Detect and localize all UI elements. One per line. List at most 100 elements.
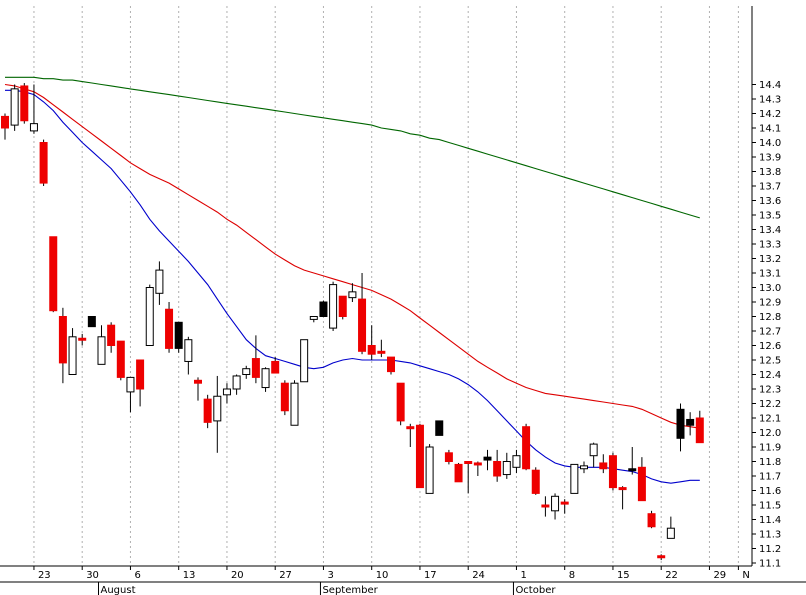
candle-body [686, 418, 695, 426]
candlestick [300, 339, 309, 383]
candle-body [367, 345, 376, 355]
candlestick [107, 322, 116, 353]
candle-body [570, 463, 579, 494]
y-tick-label: 12.4 [759, 370, 781, 381]
candlestick [184, 336, 193, 375]
candlestick [551, 493, 560, 520]
candlestick [126, 376, 135, 413]
candle-body [541, 504, 550, 508]
y-tick-label: 13.0 [759, 283, 781, 294]
y-tick-label: 11.6 [759, 486, 781, 497]
candle-body [68, 336, 77, 375]
candlestick [647, 510, 656, 529]
candlestick [319, 300, 328, 317]
x-tick-label: N [742, 570, 749, 581]
candle-body [39, 142, 48, 184]
candle-body [512, 455, 521, 468]
y-tick-label: 12.8 [759, 312, 781, 323]
candle-body [589, 443, 598, 457]
candlestick [406, 423, 415, 447]
y-tick-label: 14.4 [759, 80, 781, 91]
y-tick-label: 12.1 [759, 414, 781, 425]
y-tick-label: 12.2 [759, 399, 781, 410]
candle-body [97, 336, 106, 365]
y-tick-label: 12.6 [759, 341, 781, 352]
candle-body [232, 375, 241, 390]
y-tick-label: 11.4 [759, 515, 781, 526]
candle-body [618, 487, 627, 491]
x-tick-label: 1 [520, 570, 526, 581]
candle-body [49, 236, 58, 312]
candle-body [580, 465, 588, 470]
y-tick-label: 12.0 [759, 428, 781, 439]
candle-body [174, 321, 183, 349]
candle-body [1, 115, 9, 129]
candlestick [194, 377, 202, 401]
x-tick-label: 6 [134, 570, 140, 581]
candlestick [666, 516, 675, 539]
y-tick-label: 11.1 [759, 559, 781, 570]
candlestick [58, 307, 67, 384]
candlestick [49, 236, 58, 313]
candle-body [502, 461, 511, 476]
candle-body [483, 456, 492, 461]
candlestick [560, 499, 569, 514]
candle-body [338, 295, 347, 318]
x-tick-label: 24 [472, 570, 485, 581]
candle-body [522, 426, 531, 470]
y-tick-label: 14.2 [759, 109, 781, 120]
y-tick-label: 13.8 [759, 167, 781, 178]
candlestick [435, 420, 444, 436]
candlestick [97, 325, 106, 365]
candlestick [10, 84, 19, 131]
candle-body [551, 495, 560, 512]
candle-body [599, 462, 608, 470]
candle-body [165, 308, 174, 349]
candle-body [319, 301, 328, 317]
candle-body [29, 123, 38, 132]
candlestick [512, 449, 521, 474]
y-tick-label: 11.3 [759, 530, 781, 541]
candlestick [425, 444, 434, 494]
candle-body [251, 358, 260, 378]
y-tick-label: 13.2 [759, 254, 781, 265]
x-tick-label: 22 [665, 570, 678, 581]
candlestick [531, 467, 540, 495]
candlestick [1, 113, 9, 140]
candlestick [68, 328, 77, 375]
candlestick [290, 380, 299, 426]
y-tick-label: 12.3 [759, 385, 781, 396]
candlestick [570, 463, 579, 494]
y-tick-label: 11.2 [759, 544, 781, 555]
candle-body [58, 316, 67, 364]
candle-body [116, 340, 125, 378]
candle-body [300, 339, 309, 383]
y-tick-label: 11.7 [759, 472, 781, 483]
candlestick [483, 449, 492, 471]
x-tick-label: 15 [617, 570, 630, 581]
y-tick-label: 14.1 [759, 124, 781, 135]
candlestick [338, 295, 347, 320]
candle-body [261, 368, 270, 389]
y-tick-label: 11.5 [759, 501, 781, 512]
x-tick-label: 8 [569, 570, 575, 581]
candle-body [666, 527, 675, 539]
candle-body [309, 316, 318, 320]
candlestick [473, 461, 482, 476]
candlestick [20, 83, 29, 124]
candle-body [454, 463, 463, 483]
candlestick [329, 281, 338, 331]
x-tick-label: 23 [38, 570, 51, 581]
candlestick [39, 139, 48, 186]
candlestick [695, 410, 704, 444]
candle-body [435, 420, 444, 436]
candlestick [116, 340, 125, 381]
candle-body [155, 269, 164, 294]
y-tick-label: 13.4 [759, 225, 781, 236]
candlestick [29, 84, 38, 134]
candlesticks [1, 83, 704, 561]
x-tick-label: 17 [424, 570, 437, 581]
candlestick [358, 273, 367, 355]
x-tick-label: 27 [279, 570, 292, 581]
candle-body [20, 85, 29, 122]
